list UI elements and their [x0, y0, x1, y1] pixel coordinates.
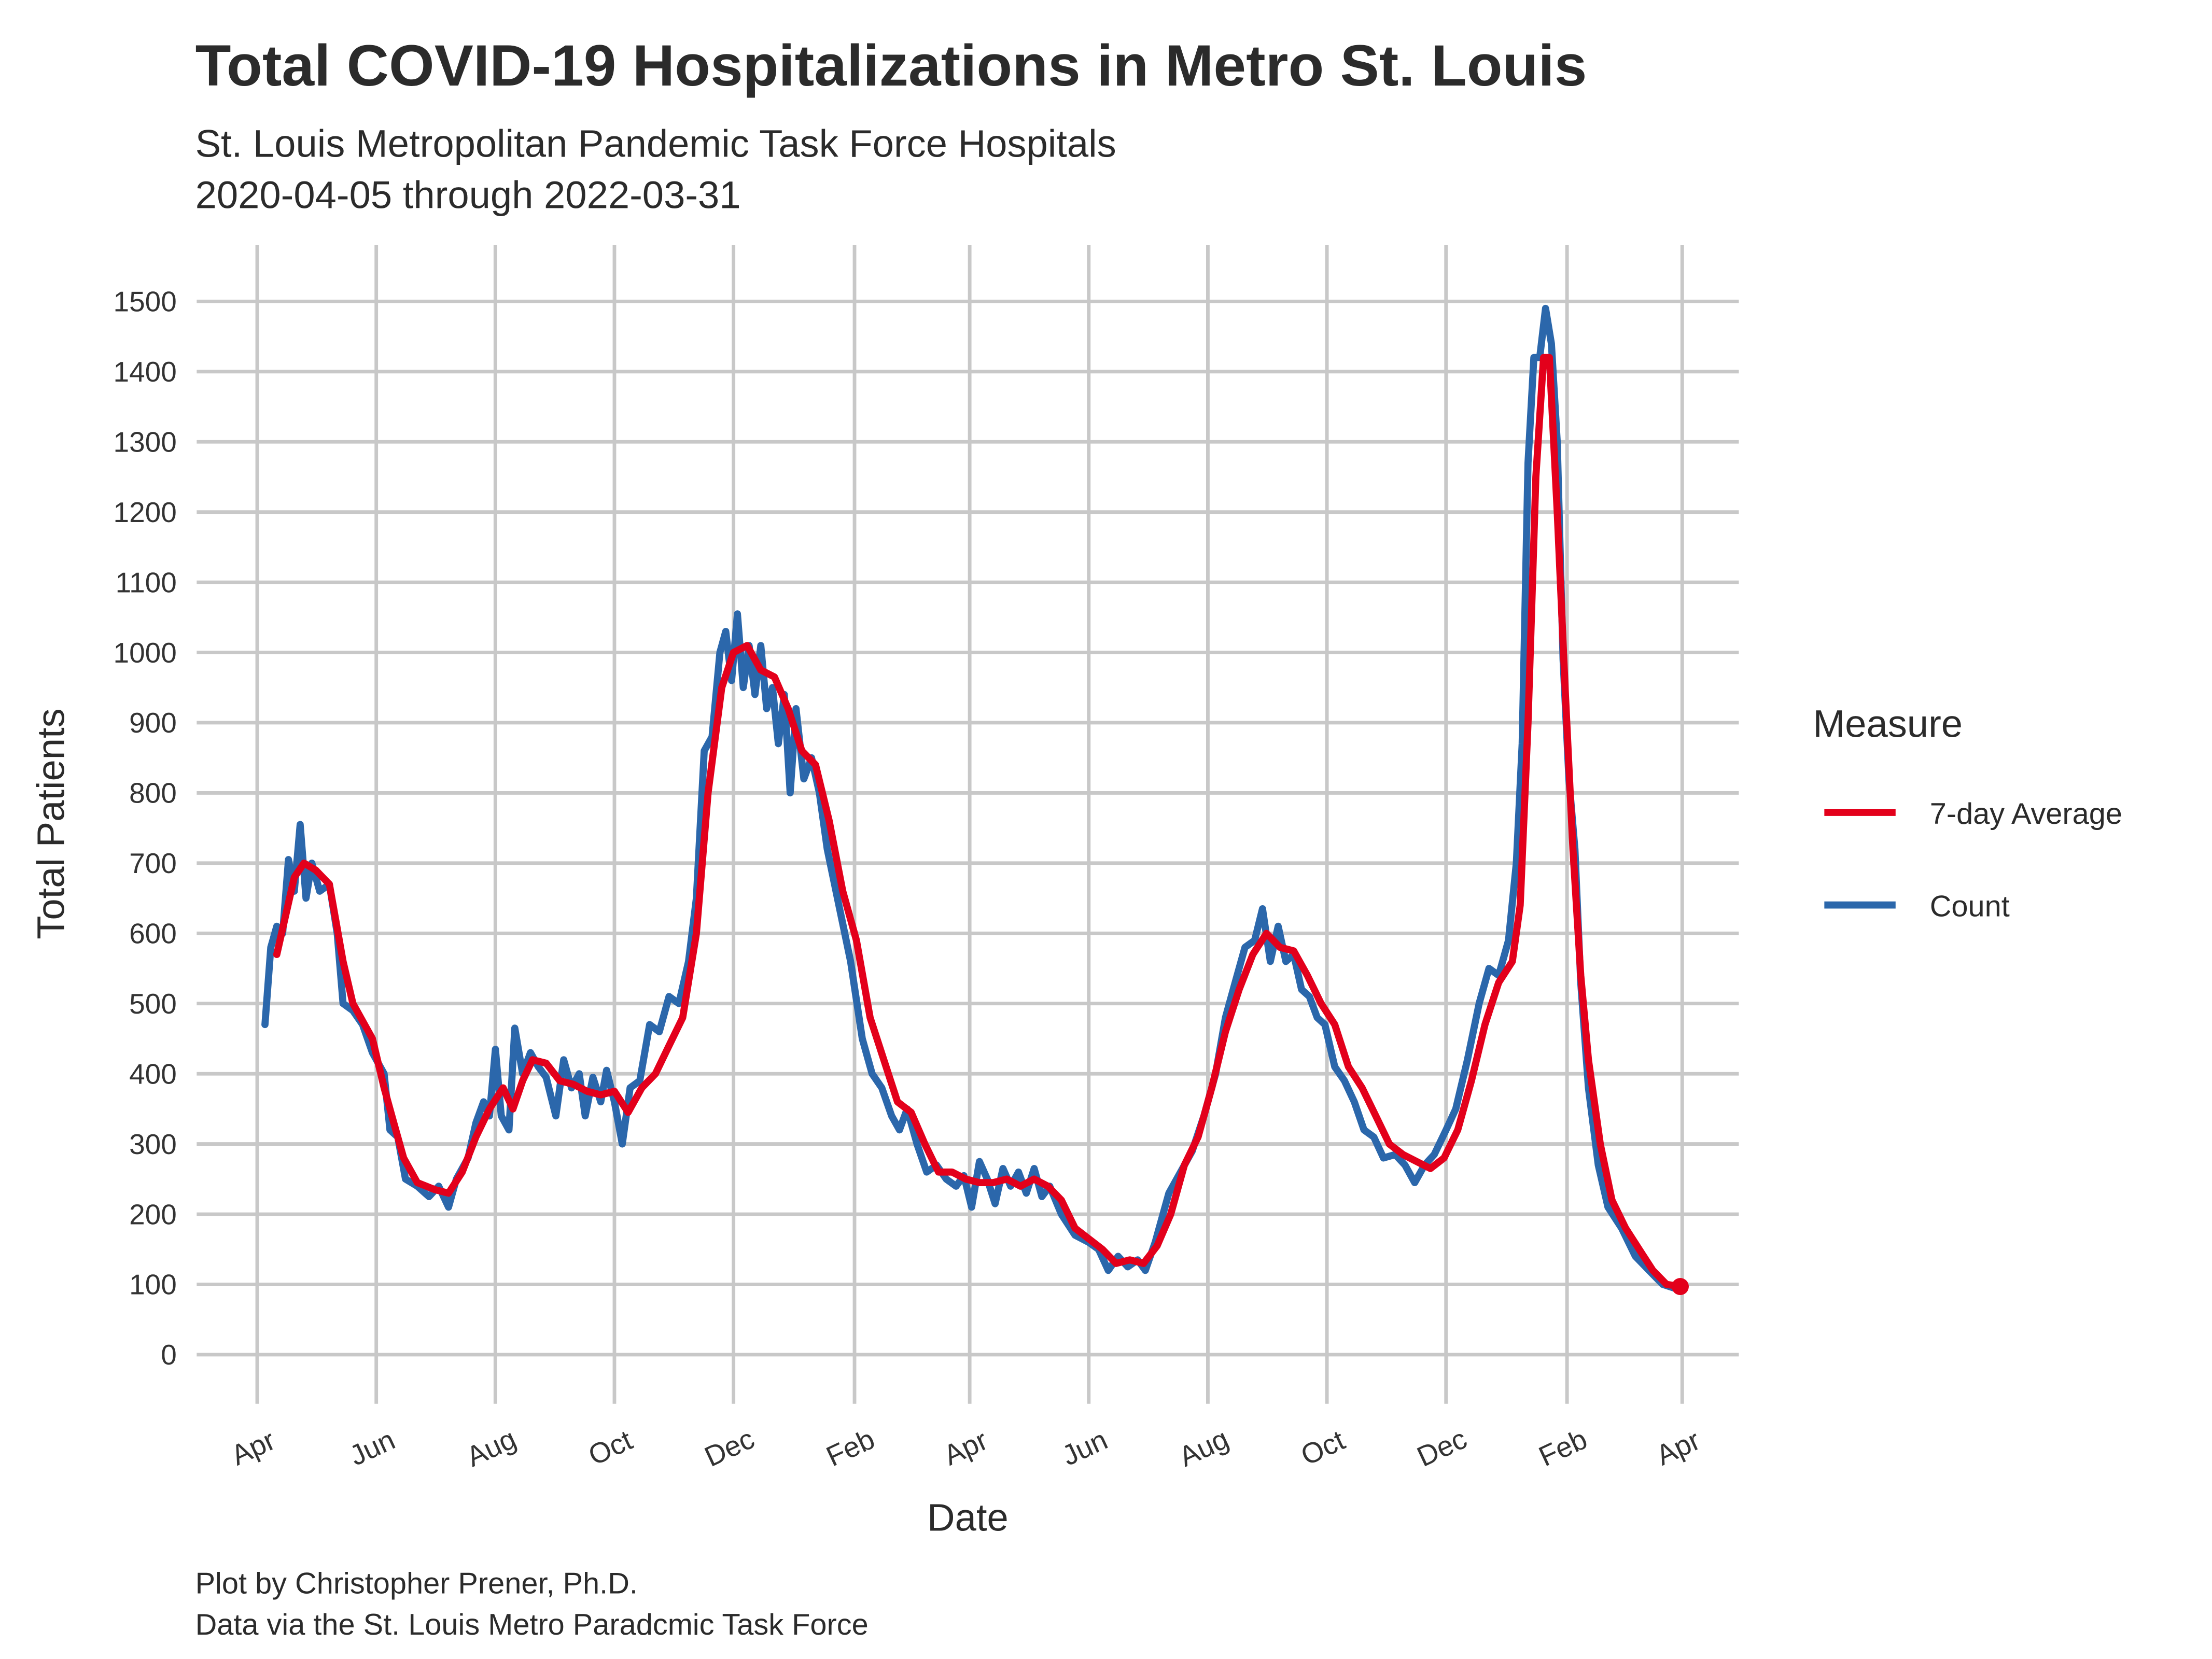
y-tick-label: 1300	[114, 426, 177, 458]
caption-line-1: Plot by Christopher Prener, Ph.D.	[195, 1567, 638, 1600]
x-tick-label: Aug	[1174, 1422, 1234, 1473]
y-tick-label: 1100	[116, 566, 177, 598]
x-tick-label: Apr	[1651, 1424, 1705, 1471]
x-tick-label: Jun	[344, 1423, 400, 1472]
legend-label-count: Count	[1930, 890, 2010, 923]
series-lines	[261, 304, 1689, 1296]
chart-title: Total COVID-19 Hospitalizations in Metro…	[195, 33, 1587, 98]
x-axis-ticks: Apr Jun Aug Oct Dec Feb Apr Jun Aug Oct Dec Feb Apr	[226, 1422, 1705, 1473]
y-tick-label: 1500	[114, 286, 177, 318]
x-tick-label: Oct	[1296, 1424, 1350, 1471]
y-tick-label: 900	[129, 707, 177, 739]
legend-label-7-day-average: 7-day Average	[1930, 797, 2122, 831]
x-tick-label: Apr	[226, 1424, 280, 1471]
y-tick-label: 200	[129, 1198, 177, 1230]
x-tick-label: Dec	[699, 1422, 759, 1473]
caption-line-2: Data via the St. Louis Metro Paradcmic T…	[195, 1608, 869, 1641]
y-tick-label: 700	[129, 847, 177, 879]
y-axis-title: Total Patients	[30, 708, 73, 939]
x-tick-label: Oct	[583, 1424, 637, 1471]
legend: Measure 7-day Average Count	[1813, 702, 2122, 923]
x-tick-label: Apr	[939, 1424, 992, 1471]
y-tick-label: 300	[129, 1128, 177, 1160]
series-line-7-day-average	[273, 354, 1684, 1290]
x-axis-title: Date	[927, 1496, 1009, 1539]
y-tick-label: 500	[129, 988, 177, 1020]
y-axis-ticks: 0 100 200 300 400 500 600 700 800 900 1000 1100 1200…	[114, 286, 177, 1371]
y-tick-label: 600	[129, 918, 177, 950]
y-tick-label: 1400	[114, 356, 177, 388]
x-tick-label: Aug	[461, 1422, 521, 1473]
y-tick-label: 800	[129, 777, 177, 809]
chart-subtitle-line-2: 2020-04-05 through 2022-03-31	[195, 174, 741, 217]
y-tick-label: 1000	[114, 637, 177, 669]
y-tick-label: 400	[129, 1058, 177, 1090]
y-tick-label: 1200	[114, 496, 177, 528]
legend-title: Measure	[1813, 702, 1963, 745]
y-tick-label: 0	[161, 1339, 177, 1371]
gridlines	[197, 245, 1739, 1404]
x-tick-label: Jun	[1057, 1423, 1112, 1472]
series-end-point	[1671, 1278, 1689, 1296]
x-tick-label: Feb	[821, 1423, 879, 1472]
chart-subtitle-line-1: St. Louis Metropolitan Pandemic Task For…	[195, 122, 1116, 165]
x-tick-label: Feb	[1534, 1423, 1592, 1472]
y-tick-label: 100	[129, 1269, 177, 1301]
x-tick-label: Dec	[1412, 1422, 1472, 1473]
